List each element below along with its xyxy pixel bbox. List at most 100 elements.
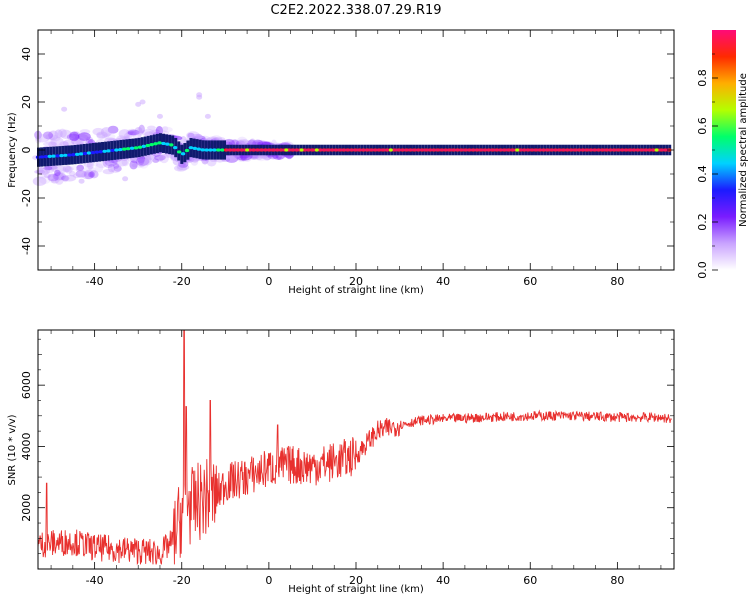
- spectrogram-ridge-dot: [515, 148, 520, 152]
- spectrogram-blob: [110, 163, 122, 174]
- spectrogram-blob: [50, 137, 64, 147]
- spectrogram-blob: [136, 127, 143, 138]
- spectrogram-blob: [159, 153, 169, 164]
- snr-x-tick-label: 60: [523, 574, 537, 587]
- spectrogram-blob: [92, 127, 105, 136]
- spectrogram-core-cell: [180, 152, 186, 156]
- spectrogram-outlier: [61, 106, 68, 112]
- spectrogram-x-tick-label: 60: [523, 275, 537, 288]
- spectrogram-blob: [69, 170, 76, 177]
- spectrogram-blob: [43, 165, 53, 171]
- spectrogram-blob: [75, 170, 87, 178]
- spectrogram-y-tick-label: -40: [20, 237, 33, 255]
- spectrogram-blob: [107, 163, 116, 173]
- spectrogram-core-cell: [82, 151, 88, 156]
- spectrogram-core-cell: [114, 148, 119, 152]
- spectrogram-blob: [49, 135, 61, 142]
- spectrogram-blob: [174, 164, 188, 172]
- spectrogram-blob: [152, 158, 160, 163]
- spectrogram-blob: [230, 154, 238, 163]
- spectrogram-blob: [36, 167, 51, 176]
- spectrogram-blob: [202, 158, 210, 163]
- spectrogram-blob: [180, 135, 187, 145]
- spectrogram-blob: [62, 174, 69, 183]
- spectrogram-blob: [154, 154, 164, 162]
- spectrogram-blob: [54, 175, 64, 185]
- snr-panel: -40 -20 0 20 40 60 80 2000 4000 6000 Height of s…: [7, 329, 675, 595]
- spectrogram-outlier: [78, 178, 85, 184]
- spectrogram-core-cell: [141, 144, 147, 148]
- snr-y-ticks: 2000 4000 6000: [20, 338, 674, 554]
- spectrogram-outlier: [139, 99, 146, 105]
- spectrogram-blob: [96, 132, 106, 140]
- spectrogram-blob: [138, 156, 153, 166]
- spectrogram-x-tick-label: 40: [436, 275, 450, 288]
- spectrogram-blob: [48, 174, 61, 184]
- spectrogram-blob: [154, 154, 166, 161]
- spectrogram-panel: -40 -20 0 20 40 60 80 -40 -20 0 20 40 Height of st…: [7, 29, 675, 296]
- spectrogram-blob: [36, 169, 49, 175]
- spectrogram-core-cell: [86, 151, 92, 155]
- snr-y-axis-label: SNR (10 * v/v): [7, 414, 18, 485]
- spectrogram-core-cell: [78, 152, 84, 156]
- spectrogram-blob: [60, 129, 72, 139]
- spectrogram-x-axis-label: Height of straight line (km): [288, 285, 424, 296]
- spectrogram-blob: [37, 174, 49, 179]
- snr-x-tick-label: 80: [610, 574, 624, 587]
- spectrogram-ridge-dot: [299, 148, 304, 152]
- spectrogram-blob: [225, 154, 239, 163]
- spectrogram-blob: [32, 176, 47, 186]
- spectrogram-core-cell: [71, 153, 76, 157]
- spectrogram-blob: [121, 157, 130, 167]
- snr-x-axis-label: Height of straight line (km): [288, 584, 424, 595]
- spectrogram-blob: [62, 168, 70, 173]
- spectrogram-core-cell: [98, 150, 103, 154]
- spectrogram-y-tick-label: 40: [20, 47, 33, 61]
- spectrogram-blob: [75, 136, 82, 147]
- colorbar-tick-label: 0.2: [696, 213, 709, 231]
- spectrogram-blob: [71, 137, 85, 146]
- spectrogram-core-cell: [153, 142, 158, 146]
- spectrogram-core-cell: [137, 145, 143, 149]
- spectrogram-blob: [237, 138, 247, 147]
- spectrogram-blob: [102, 168, 115, 175]
- spectrogram-blob: [52, 172, 67, 181]
- spectrogram-blob: [44, 164, 55, 174]
- spectrogram-blob: [54, 129, 63, 139]
- spectrogram-core-cell: [118, 147, 123, 152]
- spectrogram-outlier: [156, 113, 163, 119]
- spectrogram-core-cell: [94, 150, 100, 154]
- spectrogram-core-cell: [110, 148, 115, 153]
- spectrogram-blob: [136, 157, 147, 167]
- spectrogram-blob: [50, 178, 59, 184]
- spectrogram-blob: [69, 131, 80, 142]
- spectrogram-y-axis-label: Frequency (Hz): [7, 112, 18, 188]
- spectrogram-blob: [43, 141, 57, 147]
- spectrogram-y-tick-label: 20: [20, 95, 33, 109]
- spectrogram-blob: [83, 169, 95, 180]
- spectrogram-blob: [73, 131, 81, 137]
- spectrogram-blob: [176, 163, 184, 171]
- spectrogram-blob: [37, 166, 44, 175]
- snr-x-ticks: -40 -20 0 20 40 60 80: [50, 330, 662, 587]
- spectrogram-core-cell: [133, 146, 139, 150]
- spectrogram-blob: [83, 162, 93, 168]
- colorbar-label: Normalized spectral amplitude: [738, 73, 749, 227]
- colorbar-tick-label: 0.6: [696, 117, 709, 135]
- spectrogram-ridge-dot: [388, 148, 393, 152]
- spectrogram-x-tick-label: -20: [173, 275, 191, 288]
- spectrogram-ridge-dot: [314, 148, 319, 152]
- spectrogram-core-cell: [204, 148, 209, 152]
- snr-y-tick-label: 4000: [20, 432, 33, 460]
- spectrogram-blob: [248, 141, 263, 146]
- spectrogram-core-cell: [75, 152, 80, 156]
- spectrogram-blob: [127, 131, 138, 136]
- spectrogram-blob: [34, 169, 46, 174]
- spectrogram-blob: [138, 124, 145, 134]
- snr-x-tick-label: 40: [436, 574, 450, 587]
- spectrogram-blob: [242, 139, 249, 145]
- spectrogram-ridge-dot: [654, 148, 659, 152]
- colorbar-tick-label: 0.8: [696, 69, 709, 87]
- spectrogram-blob: [81, 171, 94, 180]
